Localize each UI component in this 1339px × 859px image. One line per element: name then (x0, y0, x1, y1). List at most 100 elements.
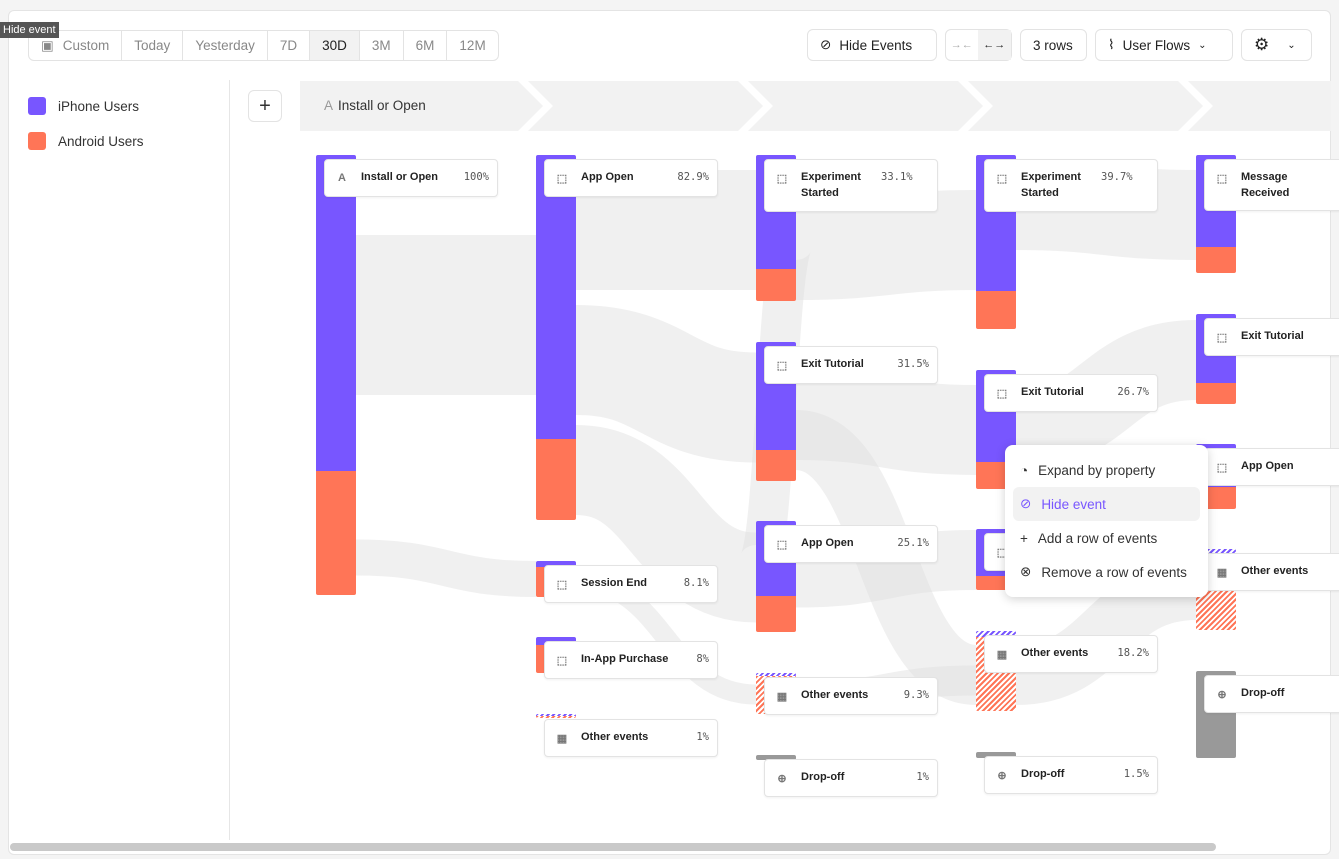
node-percentage: 9.3% (903, 689, 929, 701)
arrow-down-icon: ⊕ (777, 772, 787, 785)
step-a-label[interactable]: A Install or Open (324, 98, 426, 113)
cursor-icon: ⬚ (776, 359, 788, 372)
compress-icon[interactable]: →← (950, 39, 973, 51)
expand-icon[interactable]: ←→ (977, 30, 1011, 60)
cursor-icon: ⬚ (1216, 331, 1228, 344)
eye-off-icon: ⊘ (1020, 496, 1032, 511)
flow-link (574, 305, 758, 463)
node-card[interactable]: ▦ Other events (1204, 553, 1339, 591)
calendar-icon: ▣ (41, 37, 54, 53)
node-percentage: 39.7% (1101, 171, 1133, 183)
node-label: Other events (801, 689, 869, 701)
grid-icon: ▦ (996, 648, 1008, 661)
node-percentage: 1% (696, 731, 709, 743)
letter-a-icon: A (338, 172, 346, 184)
view-selector[interactable]: ⌇ User Flows ⌄ (1095, 29, 1233, 61)
date-custom[interactable]: ▣ Custom (29, 31, 123, 60)
node-percentage: 31.5% (897, 358, 929, 370)
node-bar[interactable] (536, 714, 576, 718)
node-label: Drop-off (801, 771, 845, 783)
chevron-down-icon: ⌄ (1287, 39, 1296, 51)
cursor-icon: ⬚ (996, 546, 1008, 559)
node-card[interactable]: ⬚ Experiment Started 39.7% (984, 159, 1158, 212)
node-card[interactable]: ⬚ Session End 8.1% (544, 565, 718, 603)
node-label: App Open (1241, 460, 1294, 472)
date-7d[interactable]: 7D (268, 31, 311, 60)
date-today[interactable]: Today (122, 31, 184, 60)
node-card[interactable]: ⬚ Message Received (1204, 159, 1339, 211)
menu-hide-event[interactable]: ⊘ Hide event (1013, 487, 1200, 521)
date-12m[interactable]: 12M (459, 38, 486, 53)
rows-button[interactable]: 3 rows (1020, 29, 1087, 61)
flow-link (795, 530, 977, 608)
menu-remove-row[interactable]: ⊗ Remove a row of events (1020, 564, 1187, 580)
node-label: Other events (581, 731, 649, 743)
node-percentage: 8% (696, 653, 709, 665)
cursor-icon: ⬚ (556, 654, 568, 667)
node-label: App Open (581, 171, 634, 183)
swatch (28, 132, 46, 150)
node-card[interactable]: ⬚ Experiment Started 33.1% (764, 159, 938, 212)
add-step-button[interactable]: + (248, 90, 282, 122)
date-yesterday[interactable]: Yesterday (183, 31, 268, 60)
node-label: Drop-off (1021, 768, 1065, 780)
date-6m[interactable]: 6M (404, 31, 448, 60)
horizontal-scrollbar[interactable] (10, 843, 1216, 851)
node-card[interactable]: ▦ Other events 9.3% (764, 677, 938, 715)
node-card[interactable]: ⬚ Exit Tutorial 26.7% (984, 374, 1158, 412)
node-card[interactable]: ⊕ Drop-off (1204, 675, 1339, 713)
flow-link (355, 539, 537, 597)
menu-add-row[interactable]: + Add a row of events (1020, 530, 1158, 546)
cursor-icon: ⬚ (1216, 172, 1228, 185)
node-bar[interactable] (536, 155, 576, 520)
date-30d[interactable]: 30D (310, 31, 360, 60)
divider (229, 80, 230, 840)
node-card[interactable]: ▦ Other events 1% (544, 719, 718, 757)
arrow-down-icon: ⊕ (997, 769, 1007, 782)
flows-icon: ⌇ (1108, 37, 1115, 52)
node-label: Experiment Started (1021, 171, 1081, 199)
node-card[interactable]: ⊕ Drop-off 1.5% (984, 756, 1158, 794)
step-header (300, 81, 1331, 131)
arrow-down-icon: ⊕ (1217, 688, 1227, 701)
context-menu: ◔ Expand by property ⊘ Hide event + Add a r… (1005, 445, 1208, 597)
settings-button[interactable]: ⚙ ⌄ (1241, 29, 1312, 61)
cursor-icon: ⬚ (996, 387, 1008, 400)
cursor-icon: ⬚ (556, 172, 568, 185)
node-label: Install or Open (361, 171, 439, 183)
compact-expand-toggle: →← ←→ (945, 29, 1012, 61)
hide-events-button[interactable]: ⊘ Hide Events (807, 29, 937, 61)
flow-link (795, 370, 977, 475)
node-label: In-App Purchase (581, 653, 669, 665)
node-card[interactable]: ▦ Other events 18.2% (984, 635, 1158, 673)
eye-off-icon: ⊘ (820, 37, 832, 52)
menu-expand-by-property[interactable]: ◔ Expand by property (1020, 462, 1156, 478)
tooltip: Hide event (0, 22, 59, 38)
plus-icon: + (1020, 530, 1028, 546)
node-bar[interactable] (976, 752, 1016, 758)
node-percentage: 1.5% (1123, 768, 1149, 780)
node-card[interactable]: ⬚ In-App Purchase 8% (544, 641, 718, 679)
node-bar[interactable] (756, 755, 796, 760)
gear-icon: ⚙ (1254, 35, 1270, 54)
flow-link (573, 425, 759, 623)
main-panel (8, 10, 1331, 855)
node-card[interactable]: ⬚ App Open 25.1% (764, 525, 938, 563)
date-3m[interactable]: 3M (360, 31, 404, 60)
node-card[interactable]: ⊕ Drop-off 1% (764, 759, 938, 797)
node-label: App Open (801, 537, 854, 549)
node-label: Exit Tutorial (1021, 386, 1084, 398)
cursor-icon: ⬚ (776, 172, 788, 185)
node-card[interactable]: ⬚ Exit Tutorial (1204, 318, 1339, 356)
node-bar[interactable] (316, 155, 356, 595)
grid-icon: ▦ (776, 690, 788, 703)
node-card[interactable]: A Install or Open 100% (324, 159, 498, 197)
node-card[interactable]: ⬚ App Open (1204, 448, 1339, 486)
expand-icon: ◔ (1020, 462, 1029, 478)
node-card[interactable]: ⬚ App Open 82.9% (544, 159, 718, 197)
legend-iphone[interactable]: iPhone Users (28, 97, 139, 115)
node-label: Experiment Started (801, 171, 861, 199)
swatch (28, 97, 46, 115)
node-card[interactable]: ⬚ Exit Tutorial 31.5% (764, 346, 938, 384)
legend-android[interactable]: Android Users (28, 132, 144, 150)
